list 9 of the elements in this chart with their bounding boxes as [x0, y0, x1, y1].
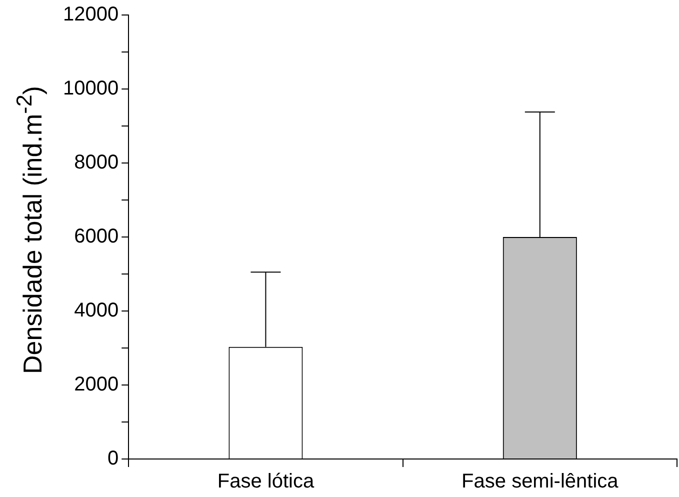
- y-tick-label: 6000: [74, 226, 119, 248]
- y-tick-label: 0: [107, 448, 119, 470]
- y-tick-label: 2000: [74, 374, 119, 396]
- y-tick-label: 10000: [62, 78, 119, 100]
- x-tick-label: Fase semi-lêntica: [462, 470, 620, 493]
- y-tick-label: 4000: [74, 300, 119, 322]
- x-tick-label: Fase lótica: [217, 470, 315, 493]
- y-tick-label: 8000: [74, 152, 119, 174]
- y-tick-label: 12000: [62, 4, 119, 26]
